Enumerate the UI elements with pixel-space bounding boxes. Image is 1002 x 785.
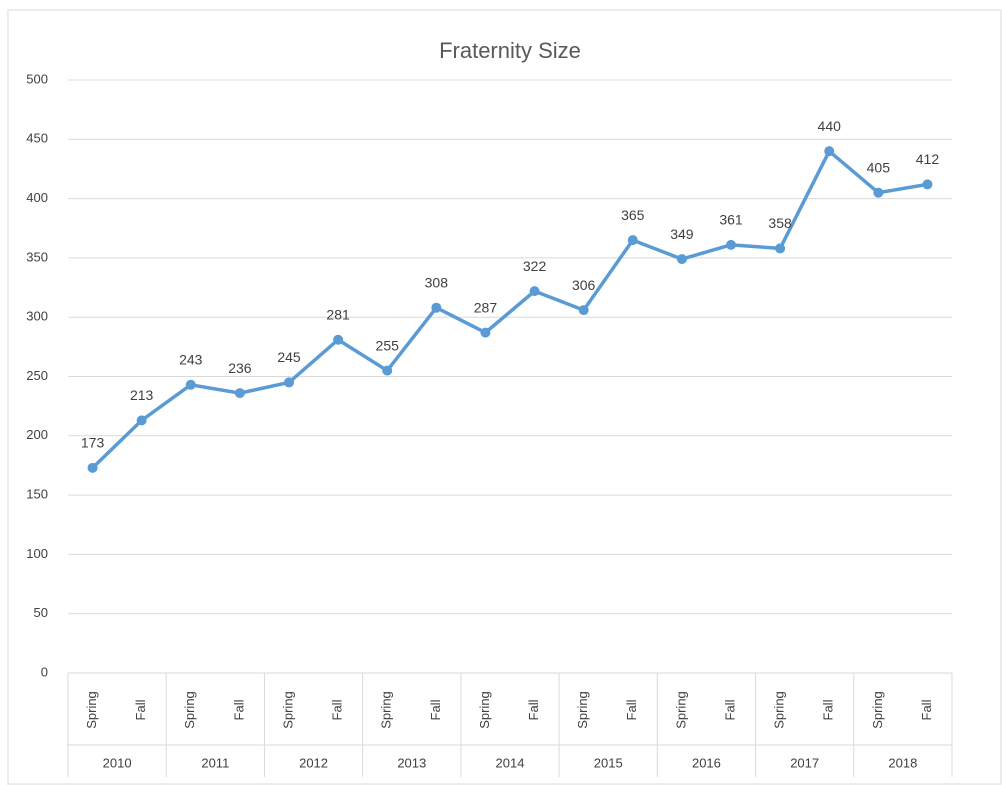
data-label: 245 xyxy=(277,349,301,365)
x-tick-label: Fall xyxy=(919,699,934,720)
data-label: 236 xyxy=(228,360,252,376)
x-tick-label: Fall xyxy=(624,699,639,720)
data-point xyxy=(234,388,245,399)
x-tick-label: Spring xyxy=(182,691,197,729)
x-tick-label: Spring xyxy=(280,691,295,729)
chart-frame xyxy=(7,9,1002,785)
group-label: 2011 xyxy=(201,755,229,770)
data-point xyxy=(333,334,344,345)
data-point xyxy=(873,187,884,198)
data-label: 213 xyxy=(130,387,154,403)
x-tick-label: Fall xyxy=(821,699,836,720)
data-label: 255 xyxy=(376,337,400,353)
data-point xyxy=(136,415,147,426)
group-label: 2018 xyxy=(888,755,917,770)
x-tick-label: Fall xyxy=(133,699,148,720)
x-tick-label: Spring xyxy=(379,691,394,729)
group-label: 2017 xyxy=(790,755,819,770)
group-label: 2016 xyxy=(692,755,721,770)
y-tick-label: 400 xyxy=(26,190,48,205)
x-tick-label: Spring xyxy=(575,691,590,729)
data-label: 173 xyxy=(81,435,105,451)
y-tick-label: 450 xyxy=(26,131,48,146)
data-point xyxy=(627,235,638,246)
data-point xyxy=(382,365,393,376)
group-label: 2013 xyxy=(397,755,426,770)
data-label: 365 xyxy=(621,207,645,223)
group-label: 2014 xyxy=(496,755,525,770)
x-tick-label: Spring xyxy=(772,691,787,729)
data-label: 287 xyxy=(474,299,498,315)
data-point xyxy=(529,286,540,297)
data-point xyxy=(676,254,687,265)
group-label: 2010 xyxy=(103,755,132,770)
y-tick-label: 100 xyxy=(26,546,48,561)
data-label: 349 xyxy=(670,226,694,242)
group-label: 2015 xyxy=(594,755,623,770)
data-label: 306 xyxy=(572,277,596,293)
data-label: 243 xyxy=(179,352,203,368)
data-point xyxy=(922,179,933,190)
x-tick-label: Spring xyxy=(673,691,688,729)
y-tick-label: 500 xyxy=(26,71,48,86)
data-label: 412 xyxy=(916,151,940,167)
y-tick-label: 150 xyxy=(26,487,48,502)
x-tick-label: Spring xyxy=(84,691,99,729)
data-point xyxy=(726,239,736,250)
group-label: 2012 xyxy=(299,755,328,770)
x-tick-label: Fall xyxy=(330,699,345,720)
y-tick-label: 300 xyxy=(26,309,48,324)
x-tick-label: Spring xyxy=(870,691,885,729)
y-tick-label: 200 xyxy=(26,427,48,442)
x-tick-label: Fall xyxy=(722,699,737,720)
x-tick-label: Spring xyxy=(477,691,492,729)
y-tick-label: 0 xyxy=(41,664,48,679)
data-label: 322 xyxy=(523,258,547,274)
data-point xyxy=(431,302,442,313)
y-tick-label: 250 xyxy=(26,368,48,383)
data-label: 440 xyxy=(818,118,842,134)
data-label: 405 xyxy=(867,159,891,175)
data-label: 308 xyxy=(425,274,449,290)
series-line xyxy=(91,149,928,470)
y-tick-label: 50 xyxy=(34,605,48,620)
x-tick-label: Fall xyxy=(428,699,443,720)
data-label: 361 xyxy=(719,212,743,228)
data-point xyxy=(824,146,835,157)
data-point xyxy=(775,243,786,254)
data-point xyxy=(185,379,196,390)
data-point xyxy=(578,305,589,316)
x-tick-label: Fall xyxy=(231,699,246,720)
x-tick-label: Fall xyxy=(526,699,541,720)
data-point xyxy=(87,462,98,473)
y-tick-label: 350 xyxy=(26,249,48,264)
data-label: 281 xyxy=(326,306,350,322)
data-point xyxy=(480,327,491,338)
data-point xyxy=(284,377,294,388)
chart-title: Fraternity Size xyxy=(439,38,581,63)
data-label: 358 xyxy=(768,215,792,231)
